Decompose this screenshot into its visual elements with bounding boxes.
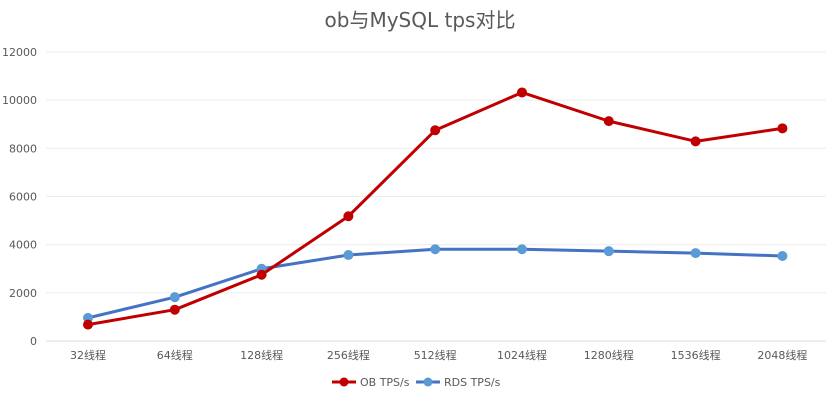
grid-layer [46, 51, 826, 342]
x-tick-label: 1280线程 [584, 348, 634, 362]
legend-item-rds[interactable]: RDS TPS/s [416, 376, 501, 389]
legend-swatch-marker [423, 377, 433, 387]
legend-label: OB TPS/s [360, 376, 410, 389]
y-tick-label: 6000 [9, 191, 37, 204]
series-rds [83, 244, 788, 323]
data-point [603, 246, 614, 257]
legend-label: RDS TPS/s [444, 376, 501, 389]
legend-swatch-marker [339, 377, 349, 387]
series-layer [83, 87, 788, 330]
data-point [169, 304, 180, 315]
data-point [430, 244, 441, 255]
y-tick-label: 2000 [9, 287, 37, 300]
x-tick-label: 128线程 [240, 348, 283, 362]
data-point [777, 250, 788, 261]
y-axis-ticks: 0 2000 4000 6000 8000 10000 12000 [2, 46, 37, 348]
x-axis-ticks: 32线程 64线程 128线程 256线程 512线程 1024线程 1280线程 1536线… [70, 348, 807, 362]
y-tick-label: 10000 [2, 94, 37, 107]
data-point [430, 125, 441, 136]
x-tick-label: 2048线程 [757, 348, 807, 362]
data-point [256, 269, 267, 280]
series-ob [83, 87, 788, 330]
chart-title: ob与MySQL tps对比 [325, 8, 516, 32]
data-point [83, 319, 93, 330]
y-tick-label: 8000 [9, 142, 37, 155]
x-tick-label: 1024线程 [497, 348, 547, 362]
data-point [690, 136, 701, 147]
legend[interactable]: OB TPS/s RDS TPS/s [332, 376, 501, 389]
data-point [777, 123, 788, 134]
x-tick-label: 512线程 [414, 348, 457, 362]
data-point [690, 248, 701, 259]
y-tick-label: 4000 [9, 239, 37, 252]
data-point [517, 244, 527, 255]
data-point [603, 116, 614, 127]
y-tick-label: 0 [30, 335, 37, 348]
x-tick-label: 32线程 [70, 348, 106, 362]
x-tick-label: 1536线程 [671, 348, 721, 362]
data-point [169, 292, 180, 303]
x-tick-label: 256线程 [327, 348, 370, 362]
x-tick-label: 64线程 [157, 348, 193, 362]
data-point [517, 87, 527, 98]
data-point [343, 211, 354, 222]
data-point [343, 250, 354, 261]
legend-item-ob[interactable]: OB TPS/s [332, 376, 410, 389]
y-tick-label: 12000 [2, 46, 37, 59]
series-line [86, 247, 784, 320]
